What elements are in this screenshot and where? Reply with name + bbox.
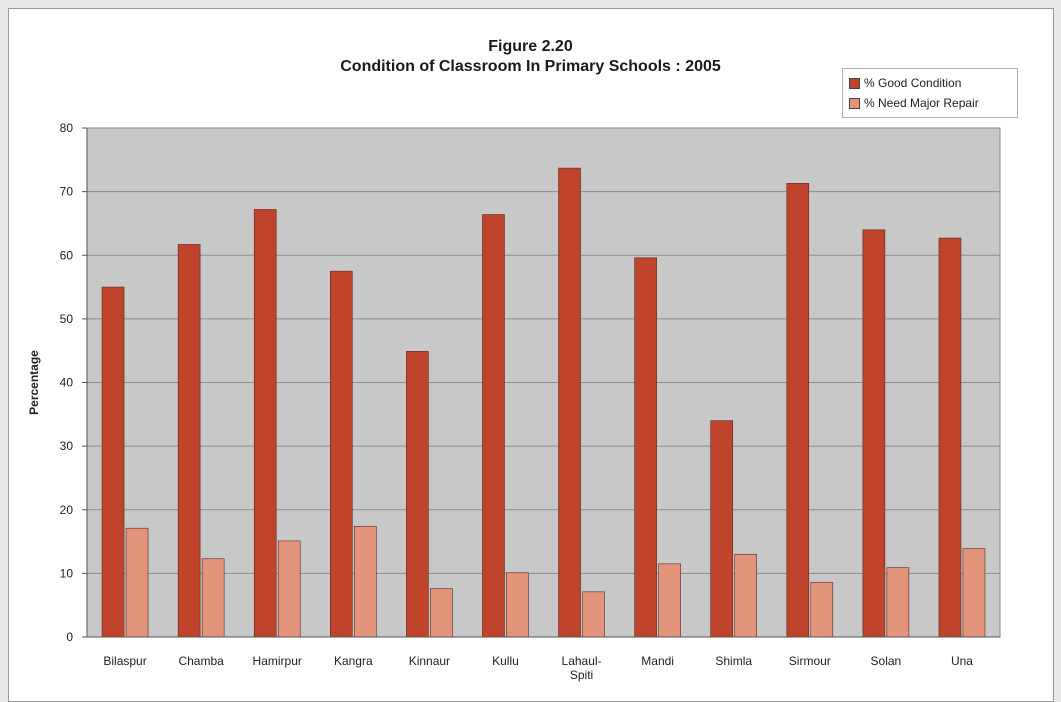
x-tick-label: Mandi: [641, 654, 674, 668]
bar-good-condition: [634, 257, 657, 638]
bar-need-major-repair: [506, 572, 529, 638]
bar-good-condition: [938, 237, 962, 638]
bar-need-major-repair: [734, 553, 758, 638]
x-tick-label: Una: [951, 654, 973, 668]
chart-title: Condition of Classroom In Primary School…: [340, 58, 721, 75]
bar-need-major-repair: [810, 581, 834, 638]
legend-label-good: % Good Condition: [864, 76, 962, 90]
x-tick-label: Kinnaur: [409, 654, 450, 668]
bar-need-major-repair: [430, 588, 453, 638]
x-tick-label: Kullu: [492, 654, 519, 668]
bar-good-condition: [710, 420, 734, 638]
bar-good-condition: [329, 270, 353, 638]
bar-need-major-repair: [962, 548, 986, 638]
legend-swatch-good: [849, 77, 860, 89]
bar-need-major-repair: [201, 558, 225, 638]
x-tick-label: Solan: [871, 654, 902, 668]
legend-item-good: % Good Condition: [849, 76, 961, 90]
bar-need-major-repair: [353, 525, 377, 638]
y-tick-label: 80: [60, 121, 74, 135]
y-tick-label: 70: [60, 185, 74, 199]
y-tick-label: 50: [60, 312, 74, 326]
y-tick-label: 40: [60, 376, 74, 390]
bar-good-condition: [253, 209, 277, 638]
y-tick-label: 60: [60, 248, 74, 262]
x-tick-label: Shimla: [715, 654, 752, 668]
x-tick-label: Sirmour: [789, 654, 831, 668]
legend-item-repair: % Need Major Repair: [849, 96, 979, 110]
x-tick-label: Chamba: [178, 654, 224, 668]
y-axis-label: Percentage: [27, 350, 41, 415]
bar-need-major-repair: [125, 527, 149, 638]
legend-swatch-repair: [849, 97, 860, 109]
x-tick-label: Hamirpur: [253, 654, 302, 668]
y-tick-label: 0: [66, 630, 73, 644]
bar-good-condition: [177, 244, 201, 638]
x-tick-label: Lahaul-Spiti: [562, 654, 602, 682]
bar-good-condition: [101, 286, 125, 638]
bar-need-major-repair: [658, 563, 681, 638]
bar-good-condition: [558, 167, 581, 638]
x-tick-label: Bilaspur: [103, 654, 146, 668]
y-tick-label: 10: [60, 566, 74, 580]
chart-legend: % Good Condition % Need Major Repair: [842, 68, 1018, 118]
bar-good-condition: [786, 183, 810, 638]
bar-need-major-repair: [886, 567, 910, 638]
y-tick-label: 30: [60, 439, 74, 453]
figure-number: Figure 2.20: [488, 38, 573, 55]
bar-need-major-repair: [582, 591, 605, 638]
x-tick-label: Kangra: [334, 654, 373, 668]
legend-label-repair: % Need Major Repair: [864, 96, 979, 110]
bar-need-major-repair: [277, 540, 301, 638]
bar-good-condition: [406, 351, 429, 638]
bar-good-condition: [862, 229, 886, 638]
y-tick-label: 20: [60, 503, 74, 517]
bar-good-condition: [482, 214, 505, 638]
